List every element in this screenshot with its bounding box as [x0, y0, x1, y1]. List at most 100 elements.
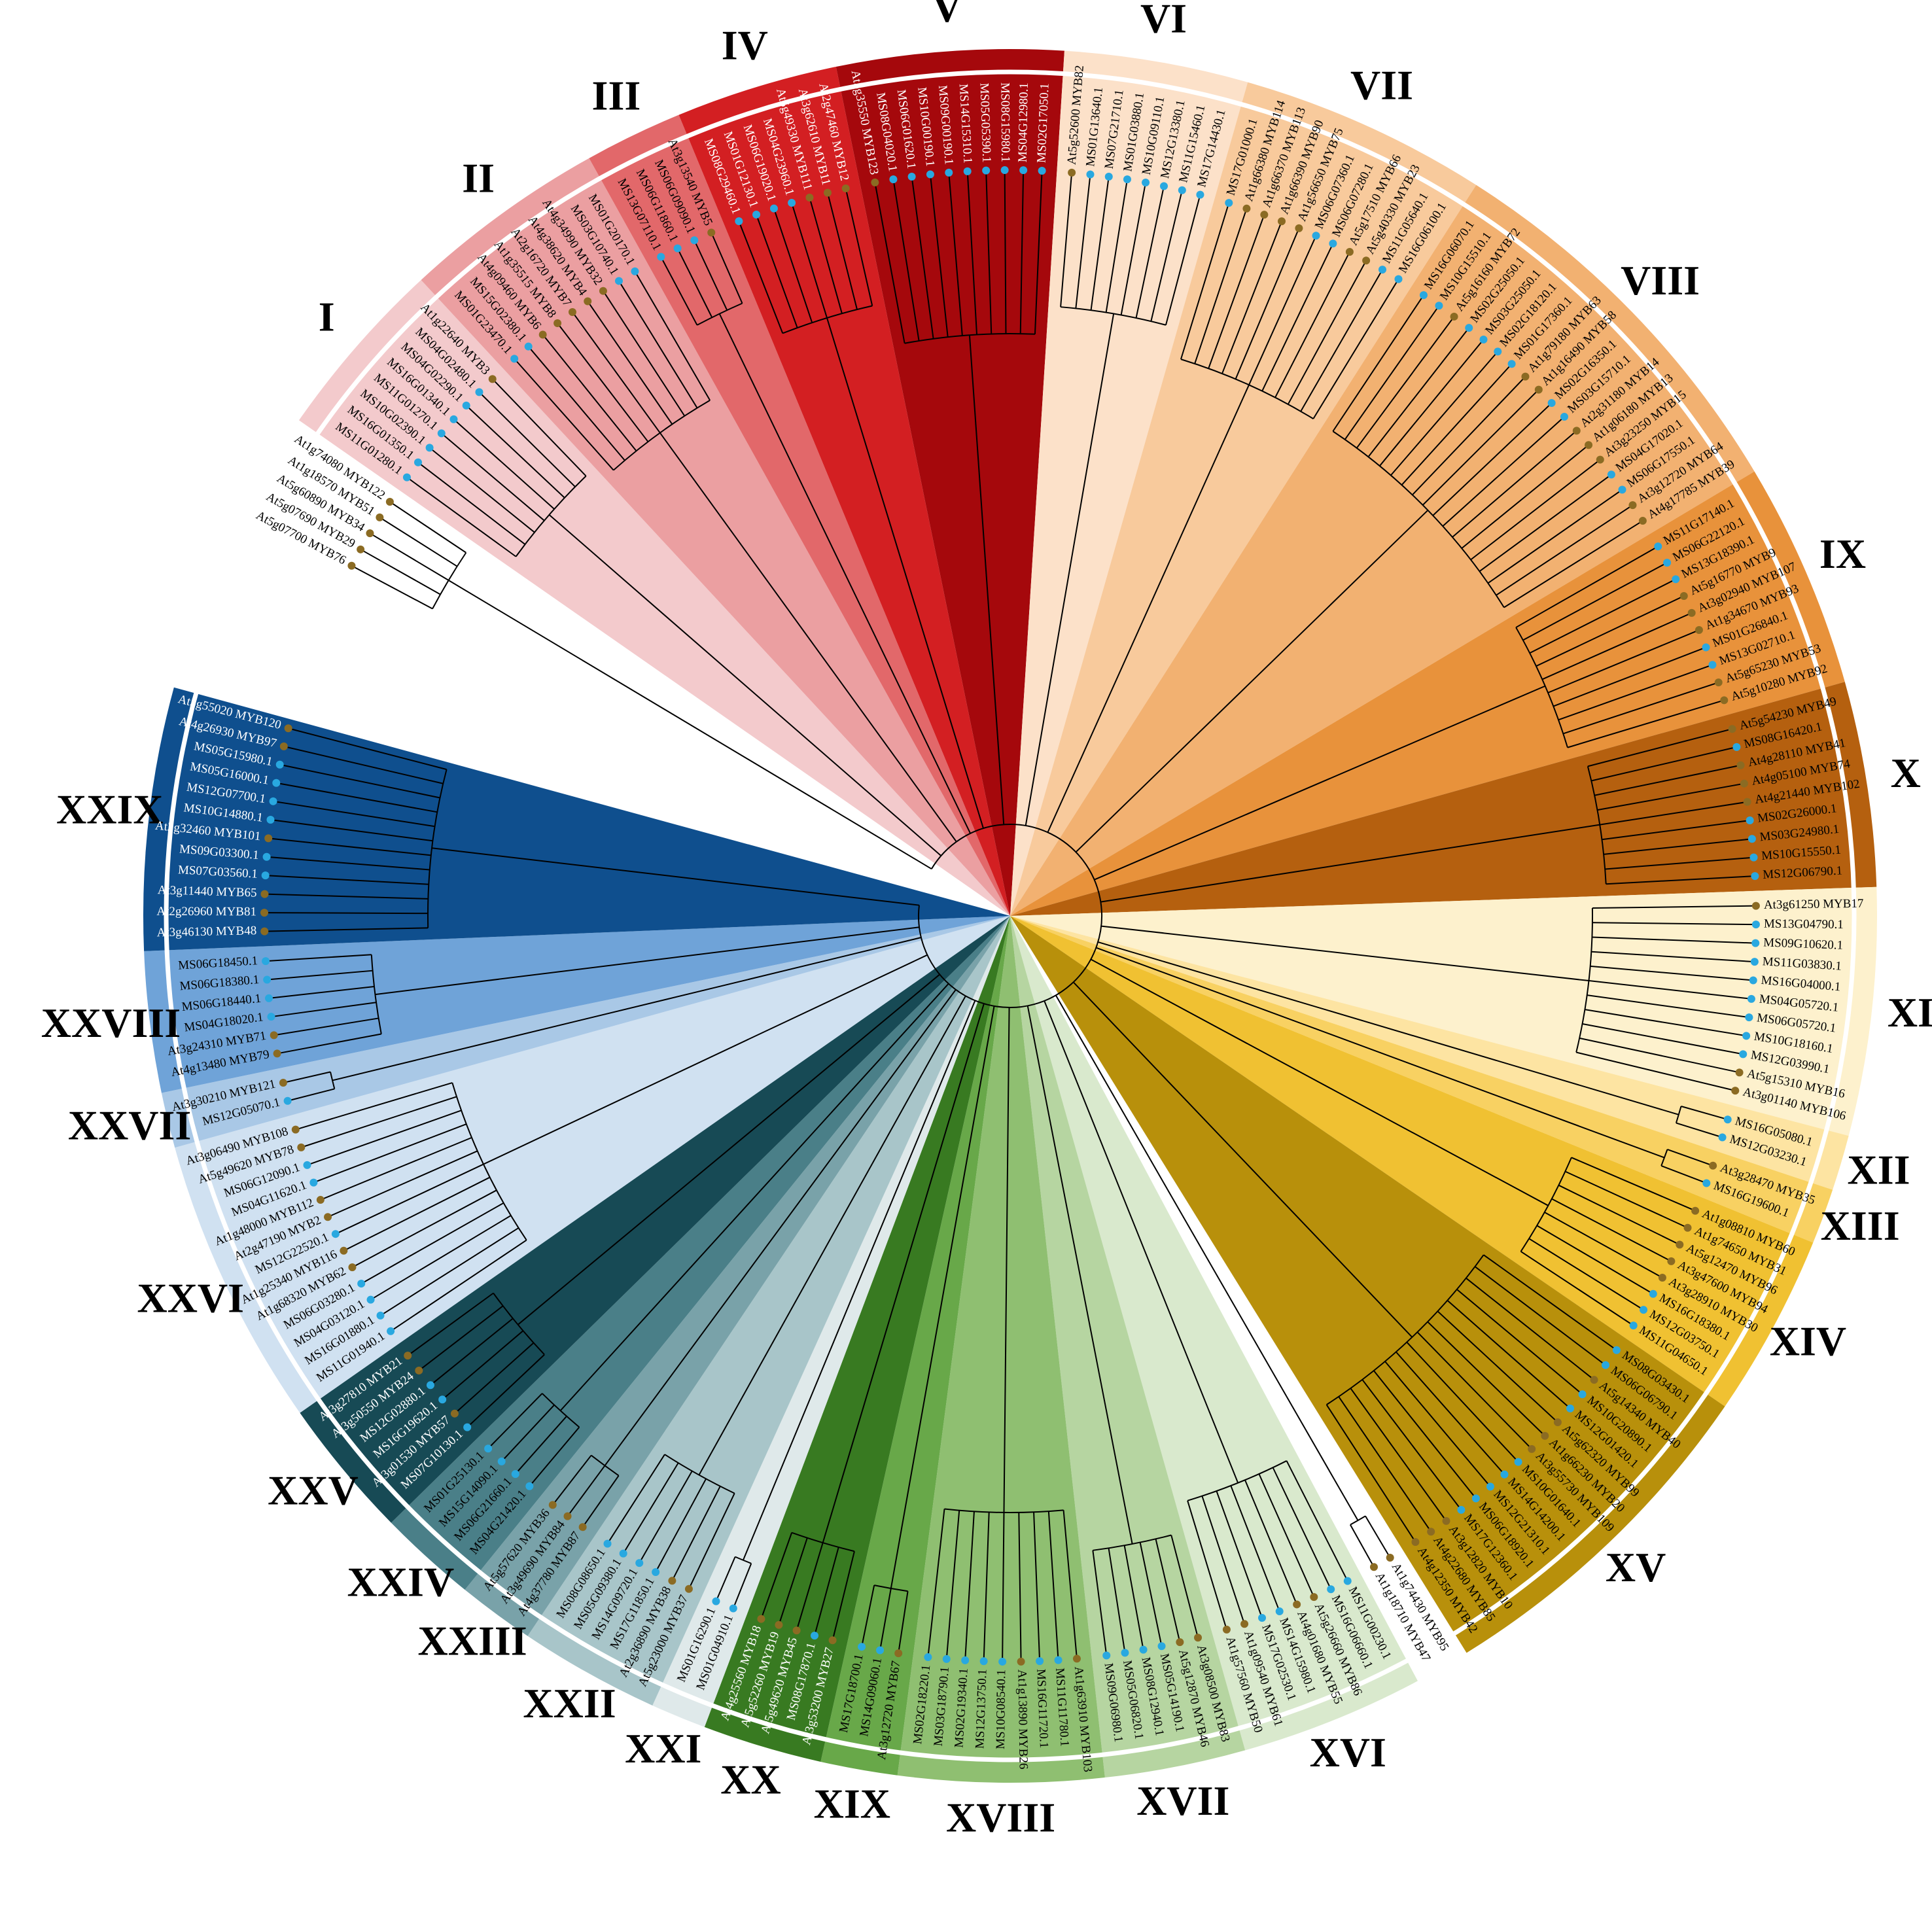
branch	[791, 202, 828, 319]
branch	[268, 837, 431, 856]
leaf-dot	[1528, 1444, 1536, 1453]
branch	[822, 1003, 985, 1543]
branch	[1536, 595, 1685, 667]
leaf-dot	[413, 458, 422, 466]
leaf-dot	[998, 1657, 1007, 1666]
branch	[1401, 363, 1513, 485]
leaf-label: MS13G04790.1	[1764, 917, 1844, 932]
branch	[1585, 1009, 1747, 1037]
leaf-dot	[1672, 575, 1680, 584]
leaf-dot	[348, 1263, 357, 1272]
branch	[1589, 980, 1752, 1000]
branch	[487, 1393, 543, 1449]
clade-sector	[1010, 916, 1246, 1778]
clade-sector	[1010, 184, 1755, 917]
leaf-dot	[788, 198, 796, 207]
leaf-dot	[1578, 1390, 1587, 1399]
branch	[552, 1454, 592, 1505]
branch	[1432, 402, 1553, 516]
branch	[1003, 1007, 1010, 1513]
branch	[1483, 1254, 1617, 1351]
leaf-dot	[1629, 1322, 1638, 1330]
leaf-label: At3g11440 MYB65	[157, 883, 256, 900]
branch	[514, 358, 614, 471]
branch	[604, 989, 957, 1466]
leaf-dot	[1178, 186, 1186, 194]
clade-label: XXIV	[347, 1559, 455, 1605]
leaf-dot	[1732, 743, 1741, 751]
branch	[929, 174, 949, 338]
leaf-label: MS02G17050.1	[1035, 83, 1052, 164]
clade-sector	[143, 687, 1010, 951]
leaf-dot	[1507, 360, 1516, 368]
branch	[1075, 510, 1429, 853]
leaf-dot	[1560, 412, 1568, 421]
branch	[1390, 351, 1499, 476]
leaf-dot	[402, 473, 411, 482]
branch	[567, 1465, 606, 1517]
leaf-dot	[303, 1161, 311, 1169]
branch	[1216, 1490, 1263, 1619]
branch	[320, 1136, 472, 1200]
branch	[1520, 1251, 1634, 1326]
leaf-dot	[811, 1632, 819, 1640]
clade-sector	[298, 279, 1011, 916]
branch	[454, 1342, 535, 1414]
branch	[1072, 981, 1413, 1338]
leaf-dot	[926, 170, 934, 179]
branch	[307, 1110, 462, 1166]
branch	[1437, 1310, 1558, 1423]
branch	[1092, 1550, 1108, 1656]
clade-label: II	[462, 154, 495, 201]
leaf-dot	[484, 1444, 493, 1453]
branch	[389, 501, 466, 553]
branch	[287, 1088, 335, 1102]
branch	[1406, 1341, 1519, 1463]
leaf-dot	[1676, 1240, 1684, 1249]
branch	[1592, 936, 1756, 944]
branch	[1047, 384, 1250, 833]
leaf-dot	[1442, 1516, 1450, 1525]
leaf-dot	[264, 834, 273, 843]
leaf-dot	[449, 415, 458, 423]
branch	[1356, 316, 1455, 449]
branch	[756, 214, 798, 328]
leaf-dot	[1749, 976, 1757, 985]
branch	[1272, 1467, 1332, 1590]
branch	[527, 346, 625, 461]
branch	[773, 208, 813, 323]
leaf-dot	[823, 188, 832, 197]
leaf-dot	[297, 1143, 306, 1151]
branch	[1090, 176, 1110, 311]
branch	[432, 552, 467, 609]
branch	[845, 188, 873, 306]
branch	[1063, 1510, 1078, 1659]
leaf-dot	[1104, 173, 1113, 181]
branch	[279, 763, 440, 799]
branch	[273, 800, 435, 828]
branch	[370, 1215, 512, 1301]
leaf-dot	[438, 1395, 447, 1404]
leaf-dot	[657, 253, 665, 261]
branch	[809, 197, 843, 314]
leaf-dot	[1386, 1554, 1394, 1562]
branch	[711, 232, 743, 304]
branch	[1605, 856, 1754, 870]
leaf-label: At2g26960 MYB81	[156, 905, 256, 919]
leaf-dot	[1196, 190, 1204, 199]
branch	[1597, 782, 1745, 811]
branch	[271, 1002, 377, 1018]
leaf-dot	[1731, 1087, 1740, 1095]
leaf-dot	[347, 561, 356, 570]
leaf-dot	[1553, 1418, 1562, 1427]
leaf-dot	[1369, 1563, 1378, 1571]
leaf-dot	[1728, 725, 1736, 733]
branch	[529, 1426, 580, 1487]
leaf-dot	[979, 1657, 988, 1666]
branch	[1541, 612, 1693, 680]
branch	[738, 220, 784, 334]
branch	[557, 323, 649, 442]
branch	[782, 305, 873, 334]
leaf-dot	[1139, 1645, 1148, 1654]
